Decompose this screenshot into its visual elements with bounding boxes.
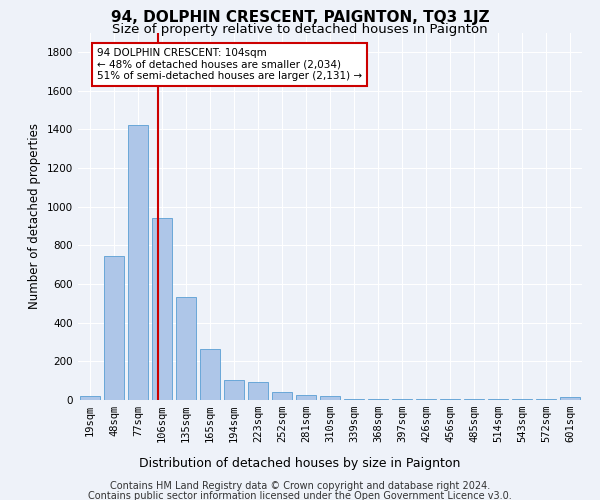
Bar [152,218,172,400]
Bar [560,398,580,400]
Bar [536,399,556,400]
Bar [104,256,124,400]
Bar [272,392,292,400]
Bar [392,399,412,400]
Y-axis label: Number of detached properties: Number of detached properties [28,123,41,309]
Bar [440,399,460,400]
Bar [512,399,532,400]
Bar [488,399,508,400]
Bar [176,298,196,400]
Bar [344,399,364,400]
Bar [320,396,340,400]
Text: 94, DOLPHIN CRESCENT, PAIGNTON, TQ3 1JZ: 94, DOLPHIN CRESCENT, PAIGNTON, TQ3 1JZ [110,10,490,25]
Bar [248,382,268,400]
Text: Contains HM Land Registry data © Crown copyright and database right 2024.: Contains HM Land Registry data © Crown c… [110,481,490,491]
Bar [200,348,220,400]
Bar [128,126,148,400]
Bar [368,399,388,400]
Bar [296,394,316,400]
Text: Distribution of detached houses by size in Paignton: Distribution of detached houses by size … [139,458,461,470]
Bar [416,399,436,400]
Text: Contains public sector information licensed under the Open Government Licence v3: Contains public sector information licen… [88,491,512,500]
Bar [224,380,244,400]
Bar [80,396,100,400]
Text: 94 DOLPHIN CRESCENT: 104sqm
← 48% of detached houses are smaller (2,034)
51% of : 94 DOLPHIN CRESCENT: 104sqm ← 48% of det… [97,48,362,81]
Bar [464,399,484,400]
Text: Size of property relative to detached houses in Paignton: Size of property relative to detached ho… [112,22,488,36]
